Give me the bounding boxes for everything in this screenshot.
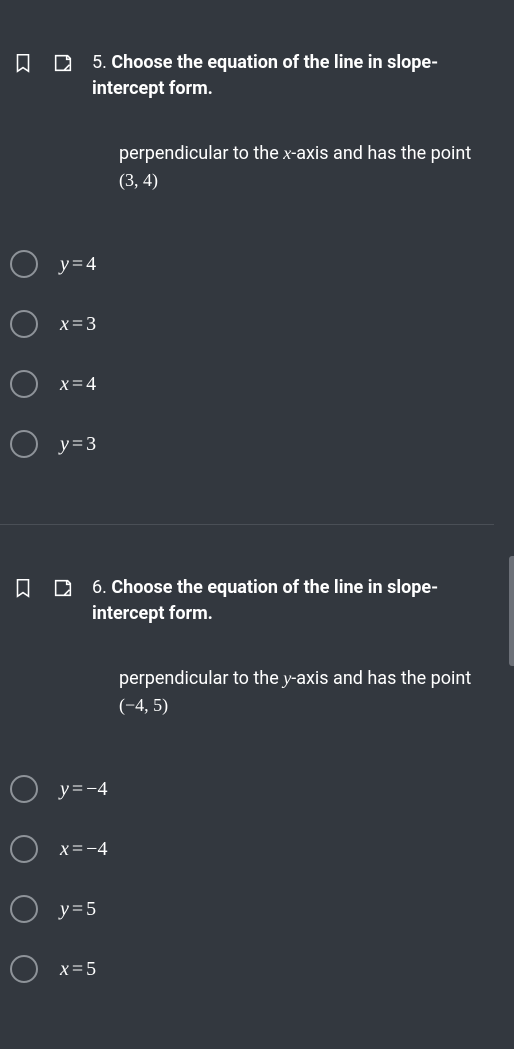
option-row[interactable]: x=4 bbox=[0, 354, 514, 414]
question-block: 5. Choose the equation of the line in sl… bbox=[0, 0, 514, 524]
option-label: y=5 bbox=[60, 898, 96, 921]
question-number: 6. bbox=[92, 577, 107, 598]
radio-icon[interactable] bbox=[10, 370, 38, 398]
question-title: Choose the equation of the line in slope… bbox=[92, 52, 438, 99]
body-suffix: -axis and has the point bbox=[291, 668, 471, 689]
option-label: x=3 bbox=[60, 313, 96, 336]
body-point: (−4, 5) bbox=[119, 695, 168, 715]
bookmark-icon[interactable] bbox=[12, 52, 34, 74]
option-label: y=−4 bbox=[60, 778, 107, 801]
option-label: x=4 bbox=[60, 373, 96, 396]
question-header: 5. Choose the equation of the line in sl… bbox=[0, 0, 514, 102]
radio-icon[interactable] bbox=[10, 430, 38, 458]
body-point: (3, 4) bbox=[119, 170, 158, 190]
radio-icon[interactable] bbox=[10, 310, 38, 338]
option-label: y=3 bbox=[60, 433, 96, 456]
note-icon[interactable] bbox=[52, 577, 74, 599]
option-label: y=4 bbox=[60, 253, 96, 276]
radio-icon[interactable] bbox=[10, 895, 38, 923]
options-list: y=4 x=3 x=4 y=3 bbox=[0, 204, 514, 524]
option-row[interactable]: y=−4 bbox=[0, 759, 514, 819]
option-label: x=5 bbox=[60, 958, 96, 981]
question-text: 5. Choose the equation of the line in sl… bbox=[92, 50, 494, 102]
scroll-indicator[interactable] bbox=[509, 556, 514, 666]
question-body: perpendicular to the y-axis and has the … bbox=[0, 627, 514, 729]
option-label: x=−4 bbox=[60, 838, 107, 861]
question-title: Choose the equation of the line in slope… bbox=[92, 577, 438, 624]
option-row[interactable]: y=4 bbox=[0, 234, 514, 294]
question-body: perpendicular to the x-axis and has the … bbox=[0, 102, 514, 204]
bookmark-icon[interactable] bbox=[12, 577, 34, 599]
body-prefix: perpendicular to the bbox=[119, 668, 283, 689]
radio-icon[interactable] bbox=[10, 775, 38, 803]
radio-icon[interactable] bbox=[10, 250, 38, 278]
radio-icon[interactable] bbox=[10, 955, 38, 983]
body-suffix: -axis and has the point bbox=[291, 143, 471, 164]
option-row[interactable]: x=3 bbox=[0, 294, 514, 354]
body-prefix: perpendicular to the bbox=[119, 143, 283, 164]
note-icon[interactable] bbox=[52, 52, 74, 74]
option-row[interactable]: x=5 bbox=[0, 939, 514, 999]
question-block: 6. Choose the equation of the line in sl… bbox=[0, 525, 514, 1049]
question-text: 6. Choose the equation of the line in sl… bbox=[92, 575, 494, 627]
option-row[interactable]: x=−4 bbox=[0, 819, 514, 879]
options-list: y=−4 x=−4 y=5 x=5 bbox=[0, 729, 514, 1049]
option-row[interactable]: y=5 bbox=[0, 879, 514, 939]
question-header: 6. Choose the equation of the line in sl… bbox=[0, 525, 514, 627]
option-row[interactable]: y=3 bbox=[0, 414, 514, 474]
radio-icon[interactable] bbox=[10, 835, 38, 863]
question-number: 5. bbox=[92, 52, 107, 73]
